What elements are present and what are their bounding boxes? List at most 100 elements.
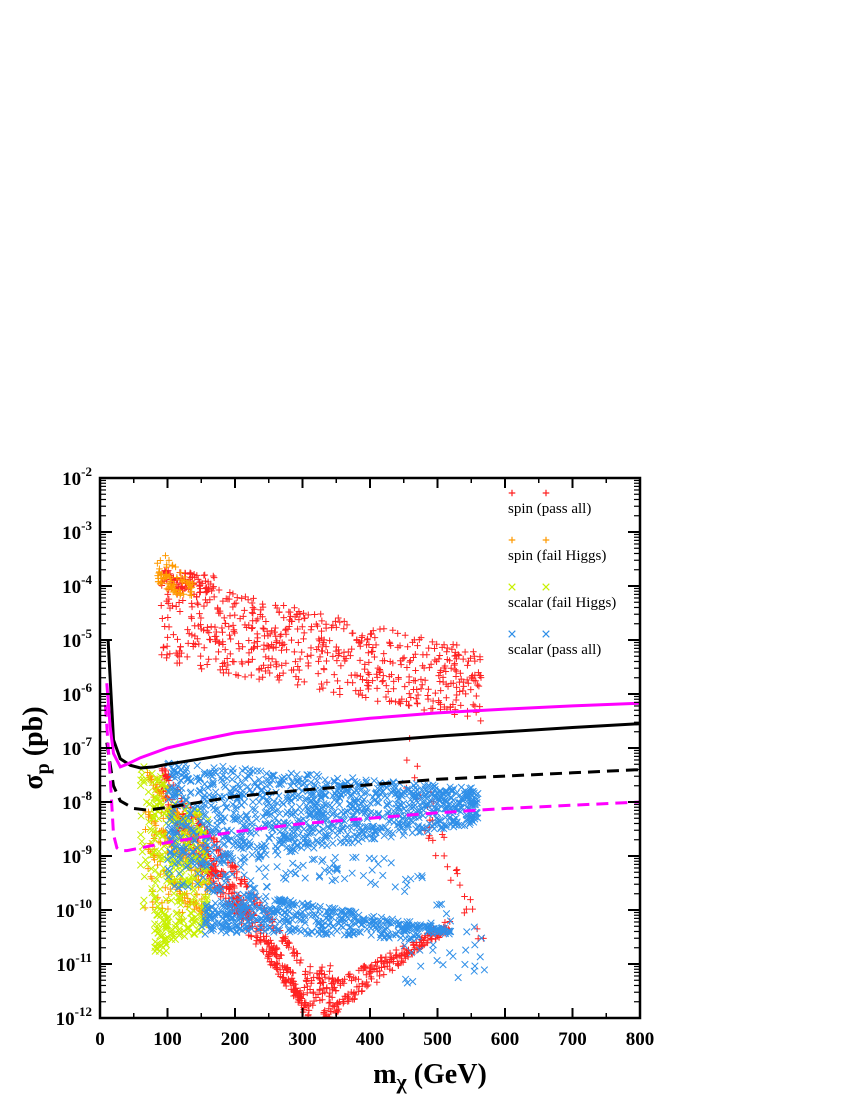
point-spin-pass-all — [389, 626, 397, 634]
point-scalar-pass-all — [249, 798, 257, 806]
point-scalar-fail-higgs — [153, 898, 161, 906]
point-scalar-fail-higgs — [190, 930, 198, 938]
point-scalar-pass-all — [462, 946, 470, 954]
point-scalar-fail-higgs — [148, 885, 156, 893]
point-scalar-fail-higgs — [175, 917, 183, 926]
point-scalar-pass-all — [441, 813, 450, 822]
point-spin-pass-all — [429, 697, 437, 705]
point-spin-pass-all — [291, 613, 299, 621]
point-spin-pass-all — [319, 978, 326, 986]
point-spin-pass-all — [301, 984, 308, 991]
point-spin-pass-all — [453, 655, 460, 663]
y-tick-label: 10-5 — [62, 626, 92, 652]
legend-marker-scalar-fail-higgs — [542, 583, 550, 591]
point-scalar-pass-all — [439, 961, 447, 969]
point-spin-pass-all — [473, 692, 480, 700]
point-spin-pass-all — [233, 594, 241, 601]
point-spin-pass-all — [417, 676, 425, 683]
point-scalar-pass-all — [175, 852, 184, 860]
point-spin-fail-higgs — [162, 884, 169, 892]
point-spin-pass-all — [248, 599, 256, 607]
point-spin-pass-all — [249, 604, 257, 611]
point-spin-pass-all — [166, 650, 174, 658]
point-spin-pass-all — [453, 667, 460, 675]
point-spin-pass-all — [461, 648, 469, 656]
point-spin-pass-all — [475, 669, 482, 676]
point-scalar-fail-higgs — [160, 781, 168, 789]
point-spin-pass-all — [326, 967, 333, 975]
point-spin-pass-all — [441, 703, 448, 711]
point-scalar-pass-all — [471, 941, 479, 949]
point-spin-pass-all — [175, 599, 183, 606]
point-spin-pass-all — [457, 669, 464, 677]
point-spin-pass-all — [358, 632, 366, 640]
point-spin-pass-all — [187, 613, 195, 621]
point-spin-pass-all — [464, 662, 471, 669]
point-spin-fail-higgs — [142, 826, 149, 833]
point-spin-pass-all — [424, 939, 431, 947]
point-spin-pass-all — [248, 625, 255, 632]
point-spin-pass-all — [254, 643, 261, 650]
point-scalar-pass-all — [265, 833, 273, 842]
point-spin-pass-all — [288, 666, 295, 674]
point-spin-pass-all — [249, 656, 256, 663]
point-scalar-fail-higgs — [169, 930, 177, 939]
point-scalar-pass-all — [387, 859, 395, 867]
point-spin-pass-all — [285, 608, 293, 616]
point-spin-pass-all — [262, 618, 270, 625]
point-spin-pass-all — [268, 641, 275, 648]
point-spin-pass-all — [215, 609, 223, 617]
point-scalar-fail-higgs — [171, 920, 180, 928]
point-scalar-pass-all — [417, 962, 425, 970]
point-spin-pass-all — [341, 657, 349, 665]
point-spin-pass-all — [315, 643, 322, 651]
legend-label-spin-pass-all: spin (pass all) — [508, 501, 591, 517]
point-scalar-pass-all — [244, 783, 252, 791]
point-spin-pass-all — [465, 679, 472, 687]
point-scalar-pass-all — [262, 864, 270, 872]
point-spin-pass-all — [353, 983, 361, 991]
point-spin-pass-all — [193, 593, 200, 600]
point-spin-pass-all — [334, 977, 341, 984]
point-spin-pass-all — [365, 682, 372, 690]
point-spin-pass-all — [453, 866, 461, 873]
point-spin-pass-all — [410, 677, 418, 684]
point-spin-pass-all — [451, 666, 459, 674]
point-spin-pass-all — [418, 939, 425, 946]
point-spin-pass-all — [283, 646, 290, 654]
point-spin-pass-all — [218, 867, 225, 875]
point-spin-pass-all — [206, 596, 214, 604]
point-spin-pass-all — [349, 629, 357, 637]
point-spin-pass-all — [236, 880, 244, 887]
point-spin-fail-higgs — [154, 861, 161, 869]
point-spin-pass-all — [456, 688, 464, 695]
point-spin-pass-all — [291, 604, 298, 612]
point-scalar-fail-higgs — [151, 927, 159, 935]
point-spin-pass-all — [457, 702, 465, 709]
point-spin-pass-all — [456, 678, 463, 686]
point-spin-pass-all — [358, 691, 366, 699]
point-scalar-fail-higgs — [177, 918, 185, 926]
point-spin-pass-all — [259, 603, 267, 611]
point-spin-pass-all — [307, 979, 315, 987]
point-spin-pass-all — [265, 953, 272, 960]
point-spin-pass-all — [187, 574, 195, 581]
point-spin-pass-all — [314, 670, 322, 677]
point-spin-pass-all — [316, 986, 324, 994]
point-spin-pass-all — [463, 905, 470, 913]
point-spin-pass-all — [340, 998, 348, 1005]
point-scalar-fail-higgs — [152, 775, 161, 783]
x-tick-label: 200 — [221, 1029, 250, 1050]
point-spin-fail-higgs — [144, 865, 152, 872]
point-spin-pass-all — [288, 636, 295, 644]
point-spin-pass-all — [279, 669, 287, 677]
point-spin-pass-all — [257, 938, 265, 946]
point-spin-pass-all — [442, 680, 450, 688]
point-scalar-fail-higgs — [162, 896, 170, 904]
point-spin-pass-all — [383, 958, 391, 966]
point-spin-pass-all — [376, 625, 384, 633]
point-scalar-fail-higgs — [175, 925, 183, 933]
point-spin-pass-all — [363, 677, 371, 684]
legend-marker-spin-fail-higgs — [542, 536, 550, 544]
point-scalar-fail-higgs — [173, 909, 181, 917]
